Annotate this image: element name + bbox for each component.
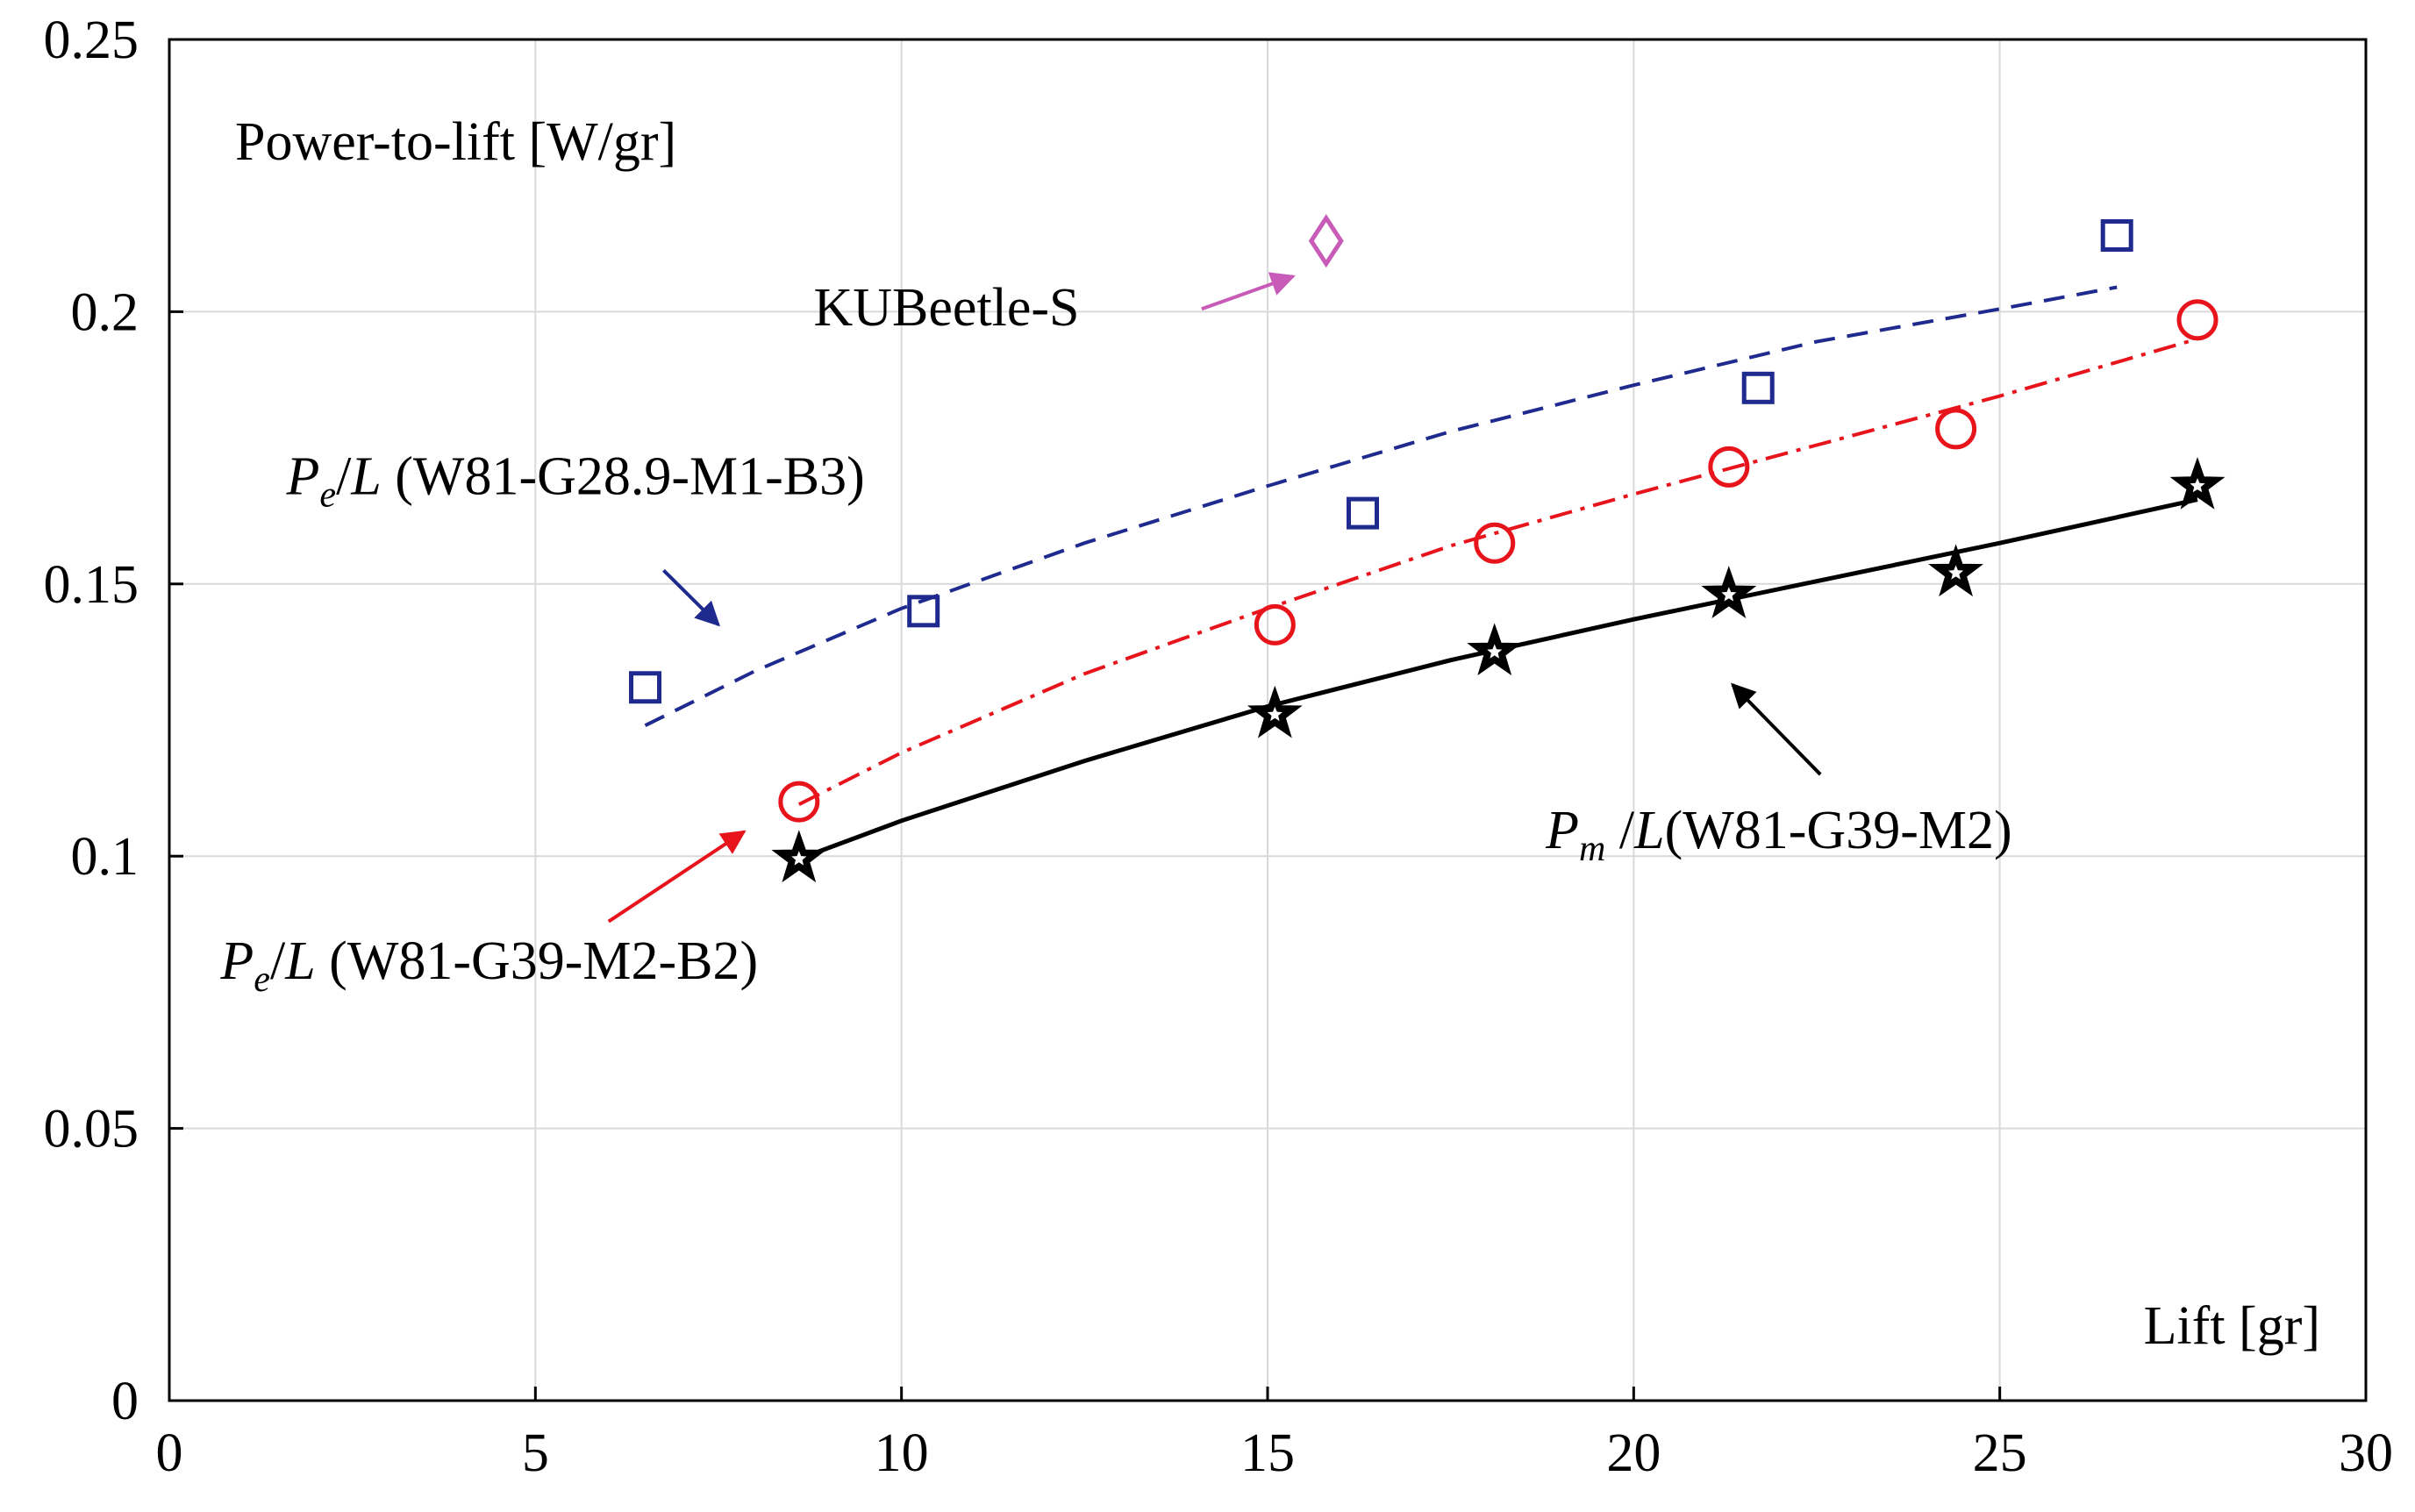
marker-pe_g39 — [2176, 299, 2219, 341]
arrow-ann_pe_g39 — [607, 830, 747, 924]
arrow-ann_pm_g39 — [1731, 682, 1822, 776]
data-markers — [629, 214, 2226, 883]
marker-pe_g39 — [1254, 603, 1296, 645]
marker-pe_g289 — [1347, 496, 1380, 530]
marker-pe_g39 — [1935, 408, 1977, 450]
marker-pe_g289 — [2100, 218, 2133, 252]
marker-pm_g39-center — [2190, 478, 2205, 493]
annotation-ann_pm_g39: Pm /L(W81-G39-M2) — [1545, 801, 2011, 869]
marker-pe_g39 — [778, 781, 820, 823]
x-tick-label: 20 — [1606, 1423, 1661, 1483]
x-tick-label: 10 — [875, 1423, 929, 1483]
x-tick-label: 25 — [1973, 1423, 2027, 1483]
marker-pe_g39 — [1474, 522, 1516, 564]
arrow-ann_pe_g289 — [661, 568, 720, 627]
axis-ticks: 0 5 10 15 20 25 30 0 0.05 0.1 0.15 0.2 0.25 — [44, 11, 2394, 1483]
marker-pe_g289 — [907, 595, 940, 628]
y-tick-label: 0 — [111, 1372, 139, 1431]
x-tick-label: 5 — [522, 1423, 549, 1483]
marker-pm_g39-center — [1721, 587, 1737, 602]
marker-pe_g289 — [1741, 371, 1775, 404]
fit-lines — [644, 285, 2198, 861]
marker-pm_g39-center — [1948, 565, 1964, 580]
annotation-ann_pe_g39: Pe/L (W81-G39-M2-B2) — [219, 931, 758, 1000]
y-tick-label: 0.15 — [44, 555, 139, 615]
fit-line-pe_g289 — [644, 285, 2118, 727]
y-tick-label: 0.2 — [71, 282, 139, 342]
annotation-ann_pe_g289: Pe/L (W81-G28.9-M1-B3) — [286, 446, 865, 515]
fit-line-pe_g39 — [797, 337, 2198, 806]
annotation-ann_kubeetle: KUBeetle-S — [814, 278, 1080, 338]
y-axis-label: Power-to-lift [W/gr] — [235, 112, 676, 172]
marker-kubeetle — [1308, 214, 1344, 268]
x-tick-label: 0 — [156, 1423, 183, 1483]
y-tick-label: 0.1 — [71, 827, 139, 887]
annotations: Pe/L (W81-G28.9-M1-B3) Pe/L (W81-G39-M2-B… — [219, 272, 2012, 1000]
y-tick-label: 0.05 — [44, 1100, 139, 1159]
marker-pm_g39-center — [1487, 644, 1503, 659]
x-axis-label: Lift [gr] — [2144, 1296, 2320, 1356]
marker-pm_g39-center — [791, 851, 807, 866]
x-tick-label: 15 — [1240, 1423, 1295, 1483]
arrow-ann_kubeetle — [1201, 272, 1296, 311]
marker-pm_g39-center — [1267, 706, 1283, 722]
marker-pe_g289 — [629, 671, 662, 704]
y-tick-label: 0.25 — [44, 11, 139, 70]
fit-line-pm_g39 — [797, 497, 2198, 861]
marker-pe_g39 — [1708, 446, 1750, 488]
x-tick-label: 30 — [2339, 1423, 2393, 1483]
